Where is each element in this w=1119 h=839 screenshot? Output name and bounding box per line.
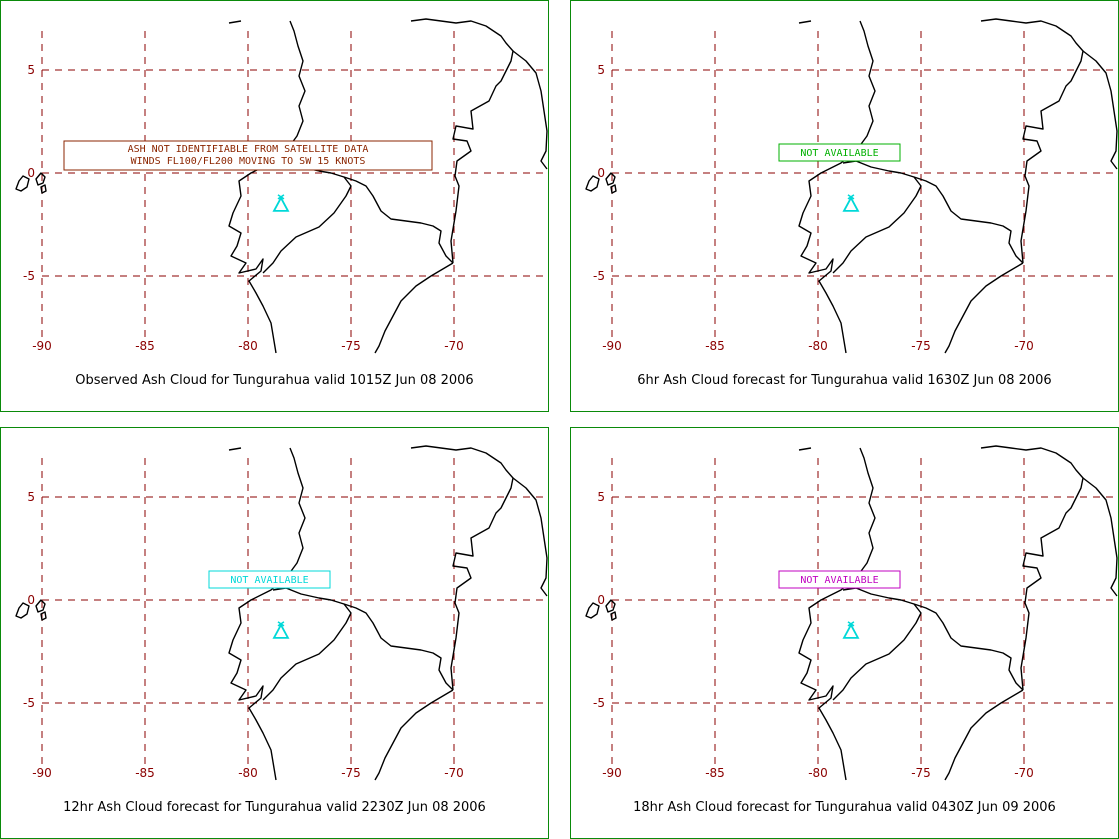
- status-notice-text: ASH NOT IDENTIFIABLE FROM SATELLITE DATA: [128, 144, 369, 155]
- status-notice-box: [208, 570, 331, 589]
- status-notice-text: NOT AVAILABLE: [230, 575, 308, 586]
- longitude-tick-label: -90: [32, 339, 52, 353]
- longitude-tick-label: -85: [705, 339, 725, 353]
- status-notice-text: NOT AVAILABLE: [800, 575, 878, 586]
- coastline: [512, 477, 548, 597]
- latitude-tick-label: 5: [27, 63, 35, 77]
- coastline: [1082, 50, 1118, 170]
- latitude-tick-label: -5: [593, 696, 605, 710]
- coastline: [262, 160, 352, 274]
- longitude-tick-label: -85: [135, 766, 155, 780]
- latitude-tick-label: -5: [23, 269, 35, 283]
- longitude-tick-label: -75: [341, 766, 361, 780]
- longitude-tick-label: -70: [444, 766, 464, 780]
- longitude-tick-label: -90: [32, 766, 52, 780]
- map-panel-2: -90 -85 -80 -75 -70 5 0 -5 NOT AVAILABLE 6hr Ash …: [570, 0, 1119, 412]
- coastline: [343, 176, 454, 264]
- panel-caption: Observed Ash Cloud for Tungurahua valid …: [75, 373, 474, 388]
- latitude-tick-label: 0: [27, 166, 35, 180]
- longitude-tick-label: -80: [238, 339, 258, 353]
- coastline: [410, 445, 514, 691]
- status-notice-text: NOT AVAILABLE: [800, 148, 878, 159]
- longitude-tick-label: -80: [808, 766, 828, 780]
- longitude-tick-label: -90: [602, 339, 622, 353]
- coastline: [512, 50, 548, 170]
- longitude-tick-label: -85: [705, 766, 725, 780]
- coastline: [343, 603, 454, 691]
- latitude-tick-label: 0: [27, 593, 35, 607]
- volcano-triangle-icon: [842, 194, 860, 212]
- coastline: [228, 447, 306, 781]
- coastline: [15, 599, 47, 621]
- longitude-tick-label: -80: [808, 339, 828, 353]
- volcano-triangle-icon: [842, 621, 860, 639]
- map-panel-4: -90 -85 -80 -75 -70 5 0 -5 NOT AVAILABLE 18hr Ash…: [570, 427, 1119, 839]
- coastline: [980, 445, 1084, 691]
- coastline: [585, 599, 617, 621]
- latitude-tick-label: 0: [597, 166, 605, 180]
- latitude-tick-label: 5: [27, 490, 35, 504]
- longitude-tick-label: -70: [444, 339, 464, 353]
- coastline: [913, 176, 1024, 264]
- coastline: [832, 160, 922, 274]
- longitude-tick-label: -75: [341, 339, 361, 353]
- status-notice-box: [778, 143, 901, 162]
- status-notice-text: WINDS FL100/FL200 MOVING TO SW 15 KNOTS: [131, 156, 366, 167]
- coastline: [410, 18, 514, 264]
- status-notice-box: [778, 570, 901, 589]
- map-svg: -90 -85 -80 -75 -70 5 0 -5 NOT AVAILABLE: [15, 445, 548, 781]
- coastline: [15, 172, 47, 194]
- panel-caption: 18hr Ash Cloud forecast for Tungurahua v…: [633, 800, 1056, 815]
- latitude-tick-label: -5: [23, 696, 35, 710]
- longitude-tick-label: -70: [1014, 766, 1034, 780]
- longitude-tick-label: -90: [602, 766, 622, 780]
- map-panel-1: -90 -85 -80 -75 -70 5 0 -5 ASH NOT IDENTIFIABLE …: [0, 0, 549, 412]
- coastline: [798, 447, 876, 781]
- longitude-tick-label: -70: [1014, 339, 1034, 353]
- map-svg: -90 -85 -80 -75 -70 5 0 -5 NOT AVAILABLE: [585, 445, 1118, 781]
- coastline: [585, 172, 617, 194]
- longitude-tick-label: -80: [238, 766, 258, 780]
- volcano-triangle-icon: [272, 194, 290, 212]
- coastline: [944, 689, 1024, 781]
- coastline: [980, 18, 1084, 264]
- volcano-triangle-icon: [272, 621, 290, 639]
- coastline: [944, 262, 1024, 354]
- latitude-tick-label: 5: [597, 63, 605, 77]
- coastline: [228, 20, 306, 354]
- map-panel-3: -90 -85 -80 -75 -70 5 0 -5 NOT AVAILABLE 12hr Ash…: [0, 427, 549, 839]
- longitude-tick-label: -85: [135, 339, 155, 353]
- coastline: [913, 603, 1024, 691]
- latitude-tick-label: 0: [597, 593, 605, 607]
- map-svg: -90 -85 -80 -75 -70 5 0 -5 NOT AVAILABLE: [585, 18, 1118, 354]
- longitude-tick-label: -75: [911, 339, 931, 353]
- latitude-tick-label: 5: [597, 490, 605, 504]
- coastline: [798, 20, 876, 354]
- coastline: [1082, 477, 1118, 597]
- panel-caption: 12hr Ash Cloud forecast for Tungurahua v…: [63, 800, 486, 815]
- panel-caption: 6hr Ash Cloud forecast for Tungurahua va…: [637, 373, 1052, 388]
- coastline: [832, 587, 922, 701]
- latitude-tick-label: -5: [593, 269, 605, 283]
- map-svg: -90 -85 -80 -75 -70 5 0 -5 ASH NOT IDENTIFIABLE …: [15, 18, 548, 354]
- longitude-tick-label: -75: [911, 766, 931, 780]
- coastline: [374, 262, 454, 354]
- coastline: [374, 689, 454, 781]
- status-notice-box: [63, 140, 433, 171]
- coastline: [262, 587, 352, 701]
